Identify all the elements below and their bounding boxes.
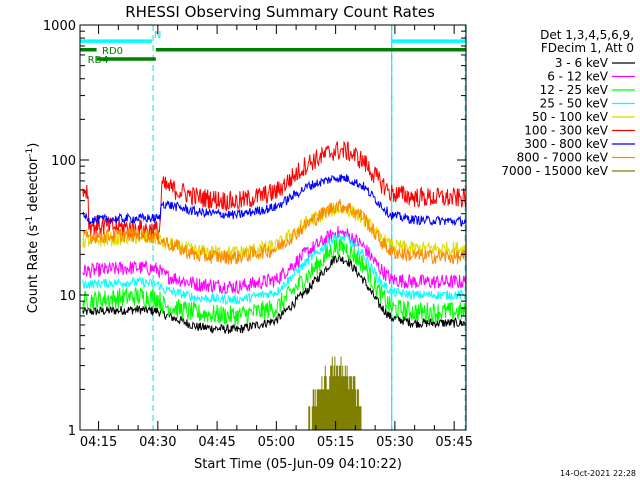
legend-header-line-1: Det 1,3,4,5,6,9, xyxy=(540,28,634,42)
y-axis-label: Count Rate (s-1 detector-1) xyxy=(25,143,41,314)
legend-label-1: 6 - 12 keV xyxy=(547,70,609,84)
top-state-bar-label-2: RD4 xyxy=(88,55,109,66)
series-line-5 xyxy=(82,140,466,241)
x-tick-label: 05:00 xyxy=(258,435,295,450)
legend-header-line-2: FDecim 1, Att 0 xyxy=(541,41,634,55)
series-line-8 xyxy=(308,356,362,430)
footer-timestamp: 14-Oct-2021 22:28 xyxy=(560,469,636,478)
legend-label-3: 25 - 50 keV xyxy=(540,97,609,111)
y-tick-label: 1000 xyxy=(43,19,76,34)
x-tick-label: 05:15 xyxy=(317,435,354,450)
legend-label-6: 300 - 800 keV xyxy=(524,137,608,151)
y-axis-label-end: ) xyxy=(26,143,41,148)
y-tick-label: 100 xyxy=(51,154,76,169)
series-line-2 xyxy=(82,237,466,326)
x-tick-label: 05:45 xyxy=(435,435,472,450)
legend-label-8: 7000 - 15000 keV xyxy=(501,164,608,178)
series-layer xyxy=(82,140,466,430)
series-line-7 xyxy=(82,199,466,265)
legend-label-2: 12 - 25 keV xyxy=(540,83,609,97)
x-tick-label: 04:15 xyxy=(80,435,117,450)
y-axis-label-mid: detector xyxy=(26,156,41,216)
x-axis-label: Start Time (05-Jun-09 04:10:22) xyxy=(194,457,402,472)
series-line-3 xyxy=(82,231,466,306)
series-line-0 xyxy=(82,254,466,334)
y-axis-label-exp1: -1 xyxy=(25,216,35,225)
y-tick-label: 1 xyxy=(68,424,76,439)
legend-label-4: 50 - 100 keV xyxy=(532,110,609,124)
legend-label-5: 100 - 300 keV xyxy=(524,124,608,138)
x-tick-label: 05:30 xyxy=(376,435,413,450)
axis-layer: 1 10 100 1000 04:15 04:30 04:45 05:00 05:15 05:30… xyxy=(43,19,473,450)
series-line-1 xyxy=(82,225,466,295)
chart-title: RHESSI Observing Summary Count Rates xyxy=(125,3,435,21)
plot-frame xyxy=(79,24,467,431)
legend-label-0: 3 - 6 keV xyxy=(555,56,609,70)
top-state-bar-label-1: RD0 xyxy=(102,46,123,57)
x-tick-label: 04:45 xyxy=(198,435,235,450)
y-axis-label-main: Count Rate (s xyxy=(26,225,41,314)
series-line-6 xyxy=(82,174,466,228)
x-tick-label: 04:30 xyxy=(139,435,176,450)
legend: Det 1,3,4,5,6,9, FDecim 1, Att 0 3 - 6 k… xyxy=(501,28,635,178)
y-axis-label-exp2: -1 xyxy=(25,148,35,157)
legend-label-7: 800 - 7000 keV xyxy=(517,151,609,165)
n-marker-label: N xyxy=(154,30,161,41)
y-tick-label: 10 xyxy=(59,289,76,304)
